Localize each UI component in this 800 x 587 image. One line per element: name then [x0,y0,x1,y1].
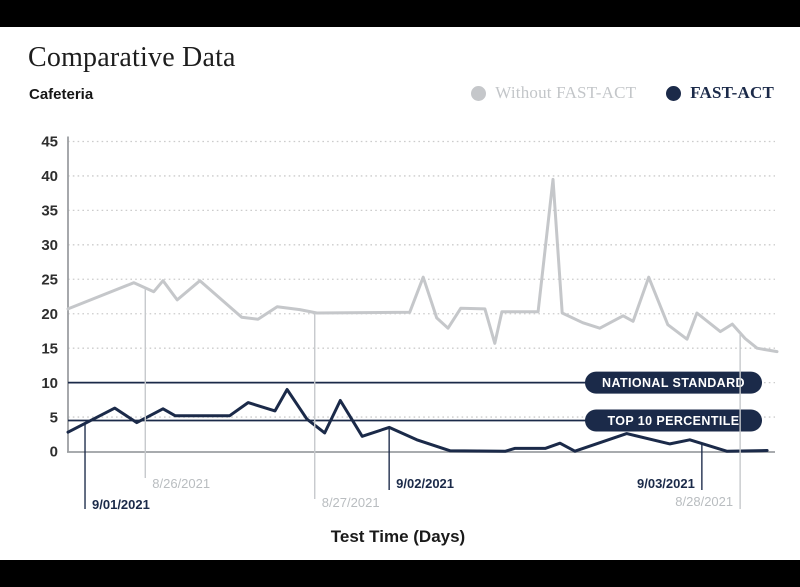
reference-pill [585,409,762,432]
series-line-without-fast-act [66,177,779,354]
bottom-letterbox-bar [0,560,800,587]
chart-legend: Without FAST-ACT FAST-ACT [471,83,774,103]
y-tick-label: 35 [41,203,58,220]
y-tick-label: 25 [41,271,58,288]
legend-item-without-fast-act[interactable]: Without FAST-ACT [471,83,636,103]
y-tick-label: 30 [41,237,58,254]
date-label: 9/03/2021 [637,476,695,491]
y-tick-label: 5 [50,409,58,426]
top-letterbox-bar [0,0,800,27]
date-label: 8/28/2021 [675,494,733,509]
legend-item-fast-act[interactable]: FAST-ACT [666,83,774,103]
x-axis-label: Test Time (Days) [330,527,466,546]
y-tick-label: 40 [41,168,58,185]
page-title: Comparative Data [28,42,236,73]
y-tick-label: 20 [41,306,58,323]
date-label: 8/26/2021 [152,476,210,491]
legend-dot-icon [666,85,682,101]
reference-pill-label: TOP 10 PERCENTILE [607,414,739,428]
date-label: 9/01/2021 [92,497,150,512]
y-tick-label: 15 [41,340,58,357]
y-tick-label: 10 [41,375,58,392]
y-tick-label: 0 [50,444,58,461]
chart-subtitle-cafeteria: Cafeteria [29,86,94,103]
legend-dot-icon [471,85,487,101]
y-tick-label: 45 [41,134,58,151]
date-label: 8/27/2021 [322,495,380,510]
series-line-fast-act [66,388,769,453]
date-label: 9/02/2021 [396,476,454,491]
reference-pill-label: NATIONAL STANDARD [602,376,745,390]
legend-label: FAST-ACT [690,83,774,102]
reference-pill [585,371,762,394]
legend-label: Without FAST-ACT [495,83,637,102]
